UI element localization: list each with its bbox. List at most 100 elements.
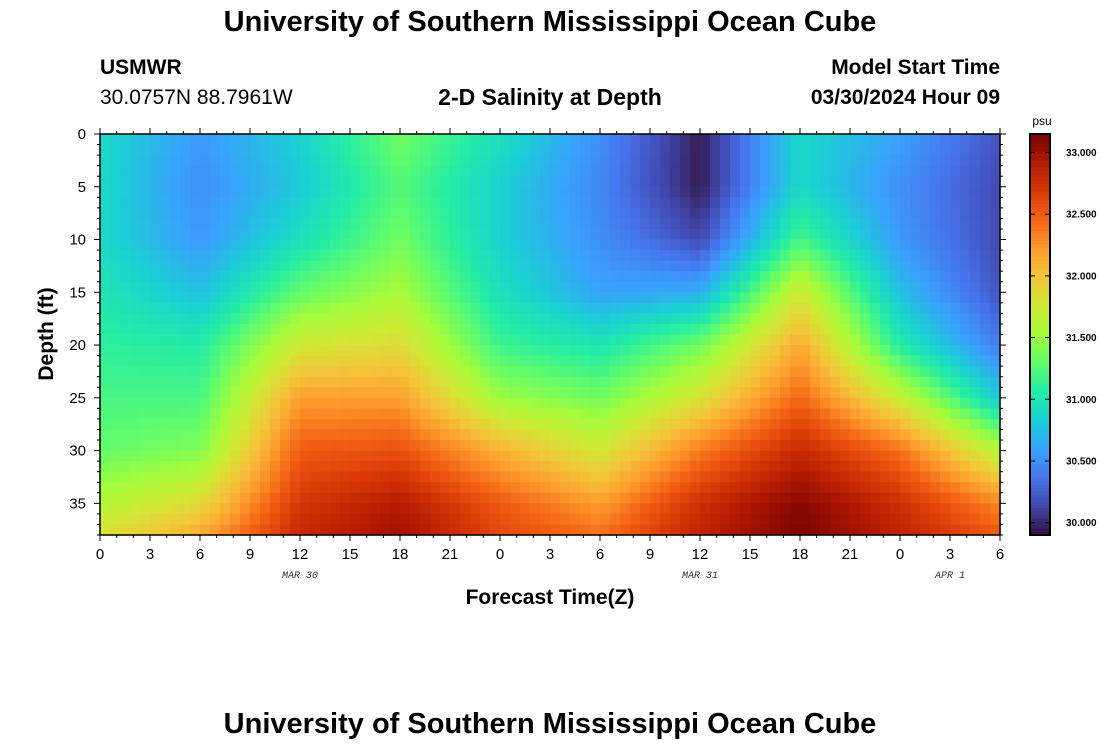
heatmap-cell xyxy=(380,334,391,346)
heatmap-cell xyxy=(390,271,401,283)
heatmap-cell xyxy=(950,155,961,167)
heatmap-cell xyxy=(530,281,541,293)
heatmap-cell xyxy=(320,197,331,209)
colorbar-segment xyxy=(1030,271,1050,275)
heatmap-cell xyxy=(250,207,261,220)
heatmap-cell xyxy=(220,281,231,293)
heatmap-cell xyxy=(310,334,321,346)
heatmap-cell xyxy=(130,144,141,156)
heatmap-cell xyxy=(430,292,441,304)
heatmap-cell xyxy=(280,387,291,399)
heatmap-cell xyxy=(850,292,861,304)
heatmap-cell xyxy=(440,250,451,262)
heatmap-cell xyxy=(740,271,751,283)
heatmap-cell xyxy=(450,387,461,399)
heatmap-cell xyxy=(930,207,941,220)
heatmap-cell xyxy=(360,292,371,304)
heatmap-cell xyxy=(550,292,561,304)
heatmap-cell xyxy=(340,387,351,399)
heatmap-cell xyxy=(310,355,321,367)
heatmap-cell xyxy=(290,492,301,504)
heatmap-cell xyxy=(530,387,541,399)
heatmap-cell xyxy=(230,503,241,515)
heatmap-cell xyxy=(820,334,831,346)
heatmap-cell xyxy=(400,524,411,536)
heatmap-cell xyxy=(460,450,471,462)
heatmap-cell xyxy=(360,228,371,241)
heatmap-cell xyxy=(140,218,151,230)
heatmap-cell xyxy=(900,334,911,346)
heatmap-cell xyxy=(650,302,661,314)
heatmap-cell xyxy=(930,176,941,188)
heatmap-cell xyxy=(670,366,681,378)
heatmap-cell xyxy=(660,323,671,336)
heatmap-cell xyxy=(640,228,651,241)
heatmap-cell xyxy=(280,313,291,325)
heatmap-cell xyxy=(770,418,781,431)
heatmap-cell xyxy=(910,218,921,230)
heatmap-cell xyxy=(410,376,421,388)
heatmap-cell xyxy=(200,207,211,220)
heatmap-cell xyxy=(380,345,391,357)
heatmap-cell xyxy=(460,176,471,188)
heatmap-cell xyxy=(160,271,171,283)
heatmap-cell xyxy=(690,355,701,367)
heatmap-cell xyxy=(880,345,891,357)
heatmap-cell xyxy=(230,440,241,452)
heatmap-cell xyxy=(950,218,961,230)
heatmap-cell xyxy=(200,271,211,283)
heatmap-cell xyxy=(370,197,381,209)
heatmap-cell xyxy=(220,450,231,462)
heatmap-cell xyxy=(380,471,391,483)
heatmap-cell xyxy=(640,176,651,188)
heatmap-cell xyxy=(240,260,251,272)
heatmap-cell xyxy=(960,366,971,378)
heatmap-cell xyxy=(760,292,771,304)
heatmap-cell xyxy=(550,418,561,431)
heatmap-cell xyxy=(980,503,991,515)
heatmap-cell xyxy=(960,513,971,526)
heatmap-cells xyxy=(100,134,1001,536)
heatmap-cell xyxy=(110,345,121,357)
heatmap-cell xyxy=(920,397,931,409)
heatmap-cell xyxy=(820,345,831,357)
heatmap-cell xyxy=(300,207,311,220)
heatmap-cell xyxy=(320,281,331,293)
heatmap-cell xyxy=(290,134,301,146)
heatmap-cell xyxy=(930,397,941,409)
heatmap-cell xyxy=(930,165,941,177)
heatmap-cell xyxy=(620,228,631,241)
heatmap-cell xyxy=(350,471,361,483)
heatmap-cell xyxy=(600,134,611,146)
heatmap-cell xyxy=(940,471,951,483)
heatmap-cell xyxy=(640,260,651,272)
heatmap-cell xyxy=(100,355,111,367)
heatmap-cell xyxy=(500,144,511,156)
heatmap-cell xyxy=(490,260,501,272)
heatmap-cell xyxy=(600,334,611,346)
heatmap-cell xyxy=(790,165,801,177)
heatmap-cell xyxy=(410,250,421,262)
heatmap-cell xyxy=(480,397,491,409)
heatmap-cell xyxy=(960,355,971,367)
heatmap-cell xyxy=(230,197,241,209)
heatmap-cell xyxy=(200,345,211,357)
heatmap-cell xyxy=(190,397,201,409)
heatmap-cell xyxy=(660,271,671,283)
heatmap-cell xyxy=(440,176,451,188)
heatmap-cell xyxy=(610,250,621,262)
heatmap-cell xyxy=(530,429,541,441)
heatmap-cell xyxy=(910,250,921,262)
heatmap-cell xyxy=(620,144,631,156)
heatmap-cell xyxy=(200,513,211,526)
heatmap-cell xyxy=(530,197,541,209)
heatmap-cell xyxy=(360,461,371,473)
heatmap-cell xyxy=(240,482,251,494)
heatmap-cell xyxy=(600,302,611,314)
heatmap-cell xyxy=(670,281,681,293)
heatmap-cell xyxy=(510,281,521,293)
heatmap-cell xyxy=(130,503,141,515)
heatmap-cell xyxy=(690,345,701,357)
heatmap-cell xyxy=(550,513,561,526)
heatmap-cell xyxy=(750,313,761,325)
